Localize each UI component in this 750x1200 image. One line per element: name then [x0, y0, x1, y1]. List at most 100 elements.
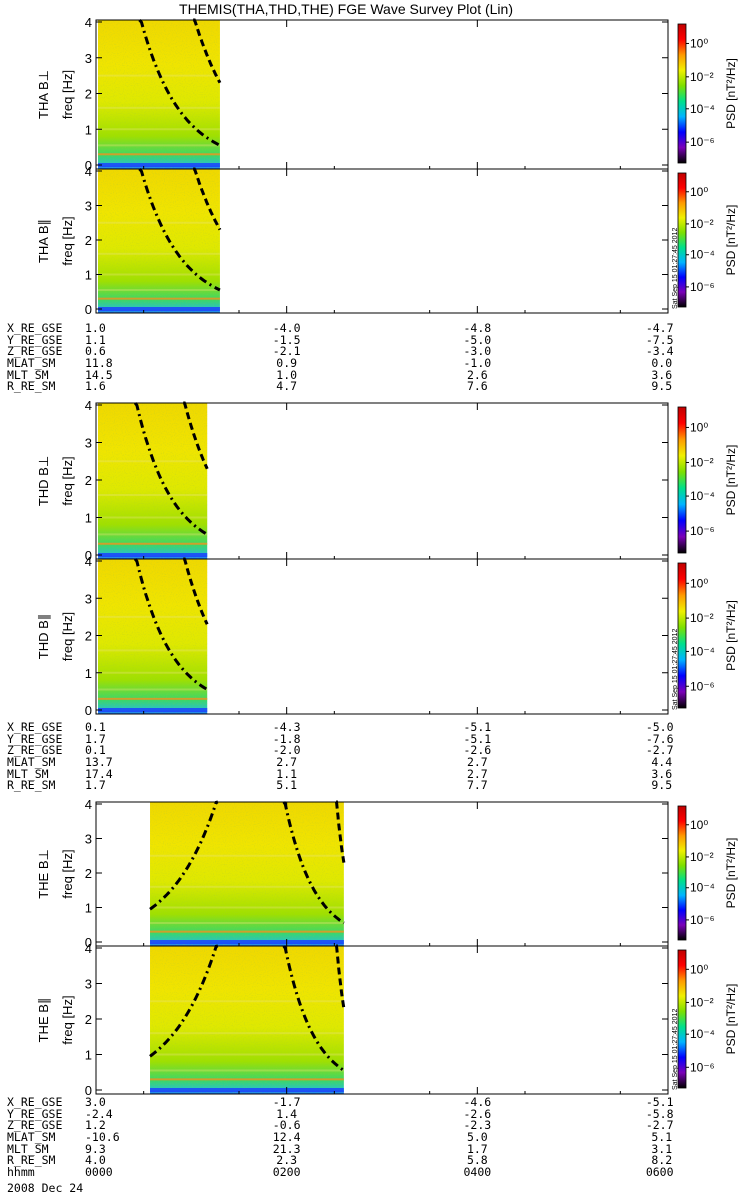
colorbar-tick-label: 10⁻⁶	[690, 913, 715, 927]
ephemeris-value: 1.7	[85, 780, 106, 792]
y-tick-label: 2	[85, 629, 92, 644]
spectrogram-2	[98, 169, 220, 313]
y-tick-label: 3	[85, 832, 92, 847]
ephemeris-row: Y_RE_GSE -2.4 1.4 -2.6 -5.8	[0, 1109, 750, 1121]
y-tick-label: 4	[85, 941, 92, 956]
colorbar-tick-label: 10⁻⁴	[690, 489, 715, 503]
y-tick-label: 3	[85, 591, 92, 606]
y-tick-label: 2	[85, 1012, 92, 1027]
y-axis-label: freq [Hz]	[60, 995, 75, 1044]
y-tick-label: 2	[85, 473, 92, 488]
colorbar-tick-label: 10⁻⁴	[690, 248, 715, 262]
colorbar-tick-label: 10⁰	[690, 818, 708, 832]
y-tick-label: 1	[85, 122, 92, 137]
colorbar	[678, 563, 686, 708]
x-tick-label: 0400	[463, 1167, 491, 1179]
colorbar-tick-label: 10⁰	[690, 36, 708, 50]
y-axis-label: freq [Hz]	[60, 612, 75, 661]
spectrogram-6	[150, 946, 344, 1094]
run-timestamp: Sat Sep 15 01:27:45 2012	[672, 228, 679, 309]
ephemeris-table: X_RE_GSE 3.0 -1.7 -4.6 -5.1 Y_RE_GSE -2.4 1.4 -2…	[0, 1097, 750, 1179]
colorbar	[678, 407, 686, 553]
y-axis-label: freq [Hz]	[60, 70, 75, 119]
colorbar-tick-label: 10⁻²	[690, 611, 714, 625]
colorbar-tick-label: 10⁰	[690, 185, 708, 199]
colorbar-tick-label: 10⁻⁴	[690, 644, 715, 658]
colorbar-tick-label: 10⁰	[690, 420, 708, 434]
colorbar-tick-label: 10⁻²	[690, 455, 714, 469]
y-tick-label: 3	[85, 51, 92, 66]
ephemeris-row: MLT_SM 14.5 1.0 2.6 3.6	[0, 370, 750, 382]
x-tick-label: 0200	[273, 1167, 301, 1179]
colorbar-tick-label: 10⁰	[690, 962, 708, 976]
ephemeris-row: X_RE_GSE 1.0 -4.0 -4.8 -4.7	[0, 323, 750, 335]
colorbar-tick-label: 10⁻⁶	[690, 280, 715, 294]
y-tick-label: 3	[85, 977, 92, 992]
y-tick-label: 1	[85, 268, 92, 283]
panel-label: THE B⊥	[36, 849, 51, 899]
spectrogram-3	[98, 403, 207, 559]
colorbar	[678, 806, 686, 940]
colorbar-label: PSD [nT²/Hz]	[724, 600, 738, 671]
y-tick-label: 1	[85, 666, 92, 681]
y-tick-label: 2	[85, 87, 92, 102]
y-axis-label: freq [Hz]	[60, 216, 75, 265]
y-tick-label: 1	[85, 511, 92, 526]
ephemeris-row: R_RE_SM 1.6 4.7 7.6 9.5	[0, 381, 750, 393]
run-timestamp: Sat Sep 15 01:27:45 2012	[672, 1009, 679, 1090]
x-tick-label: 0600	[646, 1167, 674, 1179]
y-tick-label: 1	[85, 1048, 92, 1063]
y-tick-label: 2	[85, 866, 92, 881]
ephemeris-value: 4.7	[276, 381, 297, 393]
colorbar-label: PSD [nT²/Hz]	[724, 205, 738, 276]
colorbar-tick-label: 10⁻⁴	[690, 881, 715, 895]
ephemeris-label: R_RE_SM	[7, 381, 55, 393]
ephemeris-value: 9.5	[651, 381, 672, 393]
colorbar	[678, 24, 686, 163]
ephemeris-value: 7.6	[467, 381, 488, 393]
run-timestamp: Sat Sep 15 01:27:45 2012	[672, 629, 679, 710]
y-tick-label: 4	[85, 164, 92, 179]
spectrogram-5	[150, 802, 344, 946]
colorbar-label: PSD [nT²/Hz]	[724, 445, 738, 516]
colorbar-tick-label: 10⁻²	[690, 850, 714, 864]
ephemeris-value: 5.1	[276, 780, 297, 792]
colorbar-label: PSD [nT²/Hz]	[724, 58, 738, 129]
y-tick-label: 4	[85, 398, 92, 413]
ephemeris-table: X_RE_GSE 1.0 -4.0 -4.8 -4.7 Y_RE_GSE 1.1 -1.5 -5…	[0, 323, 750, 393]
colorbar-tick-label: 10⁻⁶	[690, 1060, 715, 1074]
ephemeris-row: X_RE_GSE 0.1 -4.3 -5.1 -5.0	[0, 722, 750, 734]
colorbar-tick-label: 10⁻⁴	[690, 102, 715, 116]
y-axis-label: freq [Hz]	[60, 849, 75, 898]
panel-label: THD B⊥	[36, 456, 51, 506]
colorbar	[678, 173, 686, 307]
ephemeris-label: R_RE_SM	[7, 780, 55, 792]
colorbar-tick-label: 10⁻²	[690, 217, 714, 231]
ephemeris-row: Y_RE_GSE 1.1 -1.5 -5.0 -7.5	[0, 335, 750, 347]
ephemeris-row: R_RE_SM 1.7 5.1 7.7 9.5	[0, 780, 750, 792]
x-tick-label: 0000	[85, 1167, 113, 1179]
chart-title: THEMIS(THA,THD,THE) FGE Wave Survey Plot…	[179, 1, 513, 17]
ephemeris-row: MLT_SM 9.3 21.3 1.7 3.1	[0, 1144, 750, 1156]
spectrogram-4	[98, 559, 207, 714]
y-tick-label: 2	[85, 233, 92, 248]
colorbar-tick-label: 10⁻⁴	[690, 1027, 715, 1041]
date-label: 2008 Dec 24	[7, 1181, 83, 1195]
y-tick-label: 4	[85, 797, 92, 812]
colorbar-tick-label: 10⁻²	[690, 70, 714, 84]
y-tick-label: 4	[85, 15, 92, 30]
y-tick-label: 3	[85, 436, 92, 451]
y-tick-label: 3	[85, 199, 92, 214]
panel-label: THA B∥	[36, 219, 51, 263]
ephemeris-row: Y_RE_GSE 1.7 -1.8 -5.1 -7.6	[0, 734, 750, 746]
colorbar-tick-label: 10⁻⁶	[690, 135, 715, 149]
colorbar	[678, 950, 686, 1088]
colorbar-label: PSD [nT²/Hz]	[724, 838, 738, 909]
spectrogram-1	[98, 20, 220, 169]
panel-label: THD B∥	[36, 614, 51, 660]
colorbar-tick-label: 10⁰	[690, 576, 708, 590]
y-tick-label: 0	[85, 302, 92, 317]
panel-label: THE B∥	[36, 998, 51, 1043]
y-tick-label: 0	[85, 703, 92, 718]
